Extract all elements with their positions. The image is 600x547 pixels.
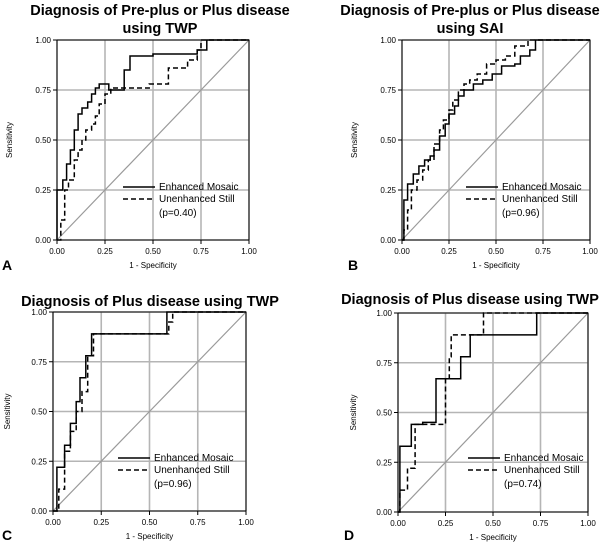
y-tick-label: 0.75 bbox=[376, 359, 392, 368]
y-tick-label: 0.00 bbox=[376, 508, 392, 517]
panel-letter: D bbox=[344, 527, 354, 543]
p-value-label: (p=0.74) bbox=[504, 479, 542, 490]
p-value-label: (p=0.96) bbox=[154, 479, 192, 490]
legend-label: Unenhanced Still bbox=[502, 194, 578, 205]
legend-label: Enhanced Mosaic bbox=[502, 182, 582, 193]
y-tick-label: 0.00 bbox=[35, 236, 51, 245]
chart-panel-c: Diagnosis of Plus disease using TWP 0.00 0… bbox=[2, 294, 279, 543]
x-tick-label: 0.75 bbox=[190, 518, 206, 527]
chart-panel-b: Diagnosis of Pre-plus or Plus disease usi… bbox=[340, 3, 599, 273]
y-tick-label: 0.50 bbox=[35, 136, 51, 145]
y-tick-label: 0.75 bbox=[380, 86, 396, 95]
series-line-unenhanced-still bbox=[53, 311, 246, 512]
series-line-unenhanced-still bbox=[398, 312, 588, 513]
x-tick-label: 0.00 bbox=[49, 247, 65, 256]
legend-label: Enhanced Mosaic bbox=[504, 453, 584, 464]
x-tick-label: 0.25 bbox=[441, 247, 457, 256]
y-tick-label: 0.25 bbox=[376, 458, 392, 467]
x-tick-label: 0.75 bbox=[535, 247, 551, 256]
p-value-label: (p=0.96) bbox=[502, 208, 540, 219]
x-tick-label: 0.25 bbox=[438, 519, 454, 528]
y-axis-label: Sensitivity bbox=[3, 393, 12, 429]
series-line-enhanced-mosaic bbox=[56, 39, 249, 240]
series-line-unenhanced-still bbox=[402, 39, 590, 241]
y-tick-label: 1.00 bbox=[376, 309, 392, 318]
y-tick-label: 0.25 bbox=[35, 186, 51, 195]
chart-title: Diagnosis of Plus disease using TWP bbox=[341, 292, 599, 308]
y-tick-label: 0.50 bbox=[376, 409, 392, 418]
y-tick-label: 0.25 bbox=[31, 457, 47, 466]
y-tick-label: 0.75 bbox=[31, 358, 47, 367]
panel-letter: A bbox=[2, 257, 12, 273]
legend-label: Enhanced Mosaic bbox=[159, 182, 239, 193]
x-tick-label: 0.00 bbox=[45, 518, 61, 527]
x-tick-label: 0.75 bbox=[193, 247, 209, 256]
series-line-enhanced-mosaic bbox=[402, 39, 590, 241]
p-value-label: (p=0.40) bbox=[159, 208, 197, 219]
chart-panel-a: Diagnosis of Pre-plus or Plus disease usi… bbox=[2, 3, 290, 273]
x-axis-label: 1 - Specificity bbox=[129, 261, 177, 270]
x-tick-label: 0.50 bbox=[488, 247, 504, 256]
panel-letter: B bbox=[348, 257, 358, 273]
reference-diagonal bbox=[397, 312, 589, 513]
x-tick-label: 0.25 bbox=[93, 518, 109, 527]
series-line-enhanced-mosaic bbox=[398, 312, 588, 513]
y-tick-label: 0.75 bbox=[35, 86, 51, 95]
x-tick-label: 1.00 bbox=[582, 247, 598, 256]
x-tick-label: 0.00 bbox=[394, 247, 410, 256]
x-tick-label: 1.00 bbox=[241, 247, 257, 256]
y-tick-label: 0.25 bbox=[380, 186, 396, 195]
y-tick-label: 0.00 bbox=[31, 507, 47, 516]
chart-title: using SAI bbox=[437, 21, 504, 37]
y-tick-label: 0.50 bbox=[31, 408, 47, 417]
x-tick-label: 1.00 bbox=[238, 518, 254, 527]
y-axis-label: Sensitivity bbox=[349, 394, 358, 430]
y-tick-label: 0.00 bbox=[380, 236, 396, 245]
reference-diagonal bbox=[52, 311, 247, 512]
x-tick-label: 0.00 bbox=[390, 519, 406, 528]
x-axis-label: 1 - Specificity bbox=[469, 533, 517, 542]
x-tick-label: 0.50 bbox=[142, 518, 158, 527]
legend-label: Unenhanced Still bbox=[154, 465, 230, 476]
reference-diagonal bbox=[56, 39, 250, 241]
y-tick-label: 1.00 bbox=[31, 308, 47, 317]
x-axis-label: 1 - Specificity bbox=[472, 261, 520, 270]
chart-title: Diagnosis of Pre-plus or Plus disease bbox=[340, 3, 599, 19]
x-tick-label: 1.00 bbox=[580, 519, 596, 528]
x-tick-label: 0.50 bbox=[145, 247, 161, 256]
chart-title: using TWP bbox=[123, 21, 198, 37]
chart-panel-d: Diagnosis of Plus disease using TWP 0.00 0… bbox=[341, 292, 599, 543]
y-tick-label: 0.50 bbox=[380, 136, 396, 145]
x-tick-label: 0.50 bbox=[485, 519, 501, 528]
panel-letter: C bbox=[2, 527, 12, 543]
chart-title: Diagnosis of Pre-plus or Plus disease bbox=[30, 3, 289, 19]
legend-label: Unenhanced Still bbox=[159, 194, 235, 205]
y-tick-label: 1.00 bbox=[380, 36, 396, 45]
legend-label: Enhanced Mosaic bbox=[154, 453, 234, 464]
x-tick-label: 0.25 bbox=[97, 247, 113, 256]
y-axis-label: Sensitivity bbox=[5, 122, 14, 158]
legend-label: Unenhanced Still bbox=[504, 465, 580, 476]
reference-diagonal bbox=[401, 39, 591, 241]
y-axis-label: Sensitivity bbox=[350, 122, 359, 158]
series-line-enhanced-mosaic bbox=[53, 311, 246, 512]
x-axis-label: 1 - Specificity bbox=[126, 532, 174, 541]
x-tick-label: 0.75 bbox=[533, 519, 549, 528]
chart-title: Diagnosis of Plus disease using TWP bbox=[21, 294, 279, 310]
y-tick-label: 1.00 bbox=[35, 36, 51, 45]
